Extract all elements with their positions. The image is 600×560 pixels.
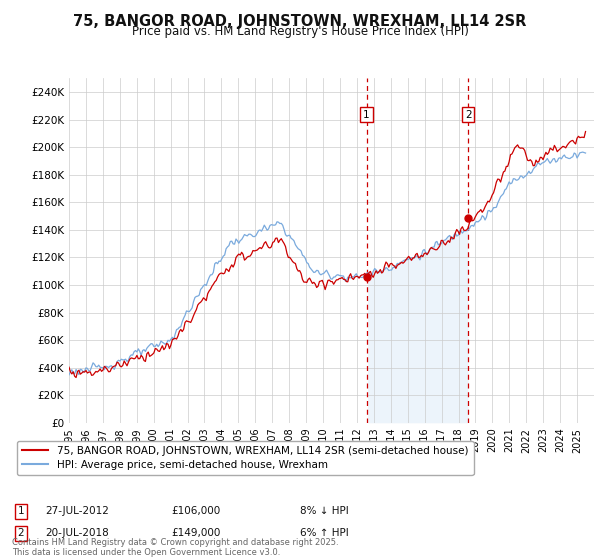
Legend: 75, BANGOR ROAD, JOHNSTOWN, WREXHAM, LL14 2SR (semi-detached house), HPI: Averag: 75, BANGOR ROAD, JOHNSTOWN, WREXHAM, LL1… (17, 441, 473, 475)
Text: 1: 1 (17, 506, 25, 516)
Text: £106,000: £106,000 (171, 506, 220, 516)
Text: 2: 2 (17, 528, 25, 538)
Text: 20-JUL-2018: 20-JUL-2018 (45, 528, 109, 538)
Text: 8% ↓ HPI: 8% ↓ HPI (300, 506, 349, 516)
Text: 27-JUL-2012: 27-JUL-2012 (45, 506, 109, 516)
Text: Contains HM Land Registry data © Crown copyright and database right 2025.
This d: Contains HM Land Registry data © Crown c… (12, 538, 338, 557)
Text: Price paid vs. HM Land Registry's House Price Index (HPI): Price paid vs. HM Land Registry's House … (131, 25, 469, 38)
Text: 2: 2 (465, 110, 472, 120)
Text: £149,000: £149,000 (171, 528, 220, 538)
Text: 75, BANGOR ROAD, JOHNSTOWN, WREXHAM, LL14 2SR: 75, BANGOR ROAD, JOHNSTOWN, WREXHAM, LL1… (73, 14, 527, 29)
Text: 6% ↑ HPI: 6% ↑ HPI (300, 528, 349, 538)
Text: 1: 1 (363, 110, 370, 120)
